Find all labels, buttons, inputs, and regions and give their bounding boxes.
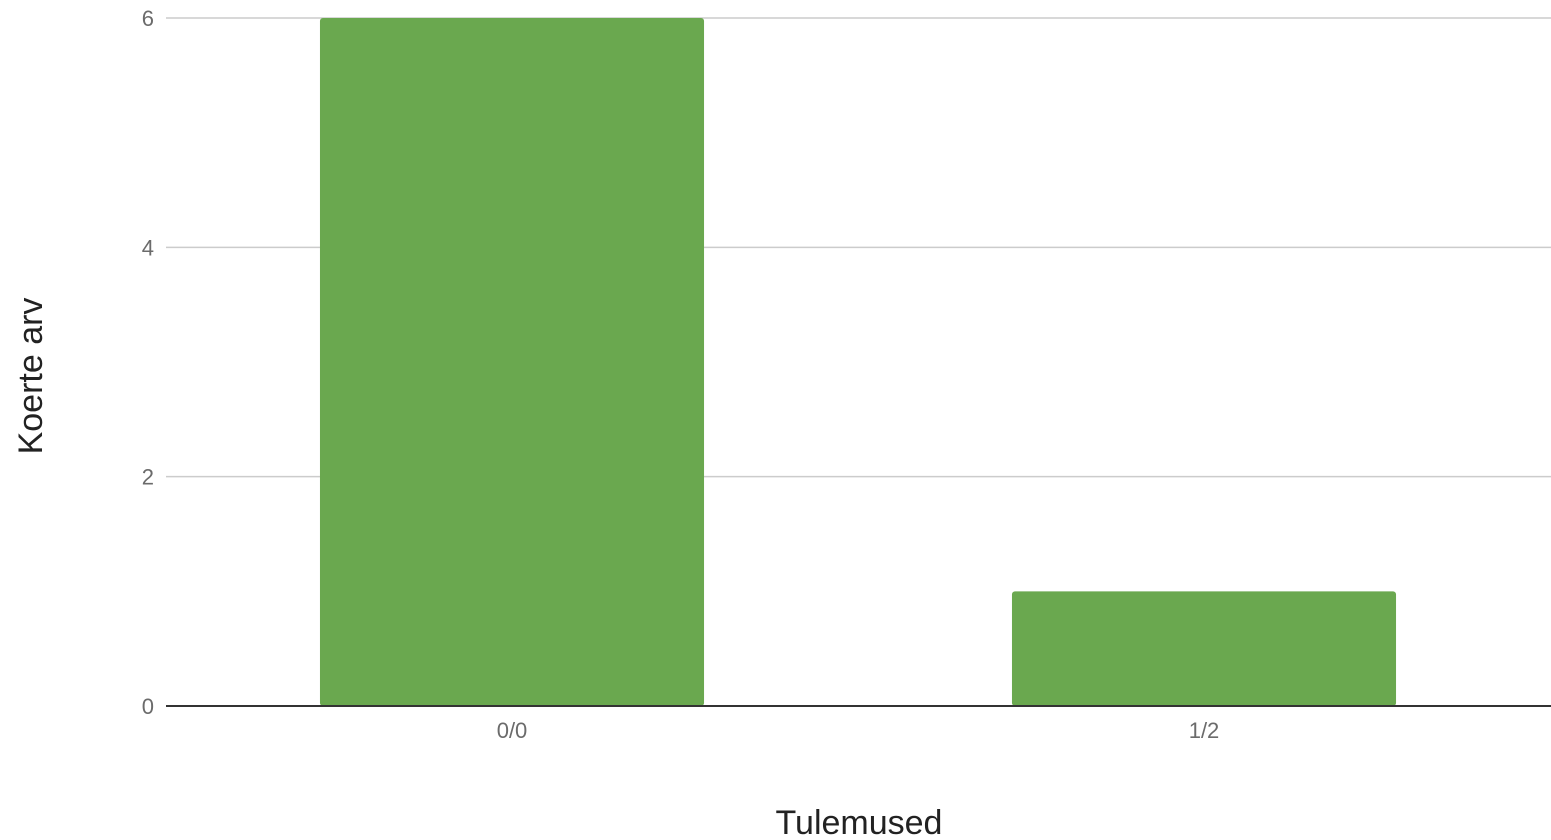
x-axis-ticks: 0/0 1/2 [497,718,1220,743]
x-axis-title: Tulemused [776,804,943,840]
x-tick-label: 1/2 [1189,718,1220,743]
bar [319,18,705,706]
y-axis-ticks: 0 2 4 6 [142,6,154,719]
y-tick-label: 6 [142,6,154,31]
x-tick-label: 0/0 [497,718,528,743]
y-tick-label: 0 [142,694,154,719]
y-axis-title: Koerte arv [12,298,50,455]
bars [319,18,1397,706]
y-tick-label: 4 [142,235,154,260]
bar [1011,591,1397,706]
y-tick-label: 2 [142,465,154,490]
